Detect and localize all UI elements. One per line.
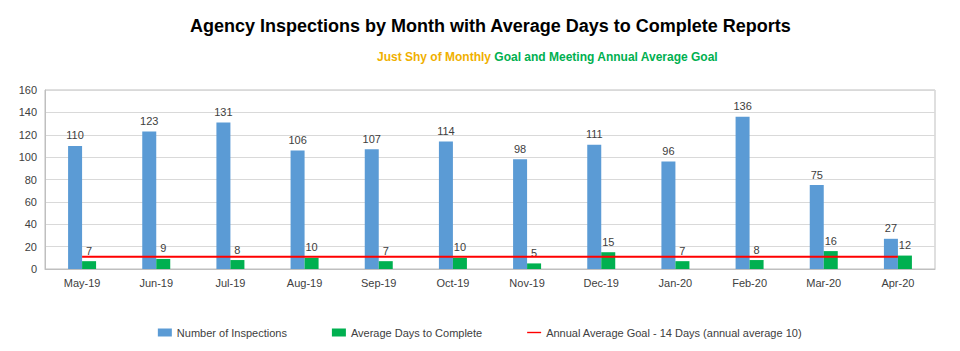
svg-text:107: 107: [363, 133, 381, 145]
svg-text:60: 60: [25, 196, 37, 208]
svg-text:111: 111: [586, 128, 603, 140]
svg-text:15: 15: [602, 236, 614, 248]
svg-text:Apr-20: Apr-20: [881, 277, 914, 289]
svg-text:136: 136: [733, 100, 751, 112]
svg-text:114: 114: [437, 125, 455, 137]
svg-text:Feb-20: Feb-20: [732, 277, 767, 289]
svg-text:Dec-19: Dec-19: [584, 277, 619, 289]
svg-text:40: 40: [25, 218, 37, 230]
svg-text:Jun-19: Jun-19: [139, 277, 173, 289]
svg-text:27: 27: [885, 222, 897, 234]
svg-text:Sep-19: Sep-19: [361, 277, 396, 289]
svg-text:Jan-20: Jan-20: [659, 277, 693, 289]
svg-text:8: 8: [234, 244, 240, 256]
svg-text:80: 80: [25, 174, 37, 186]
svg-text:0: 0: [31, 263, 37, 275]
svg-text:160: 160: [19, 84, 37, 96]
svg-text:123: 123: [140, 115, 158, 127]
svg-text:5: 5: [531, 246, 538, 259]
svg-text:7: 7: [679, 245, 685, 257]
svg-text:106: 106: [288, 134, 306, 146]
svg-text:Annual Average Goal - 14 Days: Annual Average Goal - 14 Days (annual av…: [546, 327, 801, 339]
svg-text:131: 131: [214, 106, 232, 118]
svg-text:Average Days to Complete: Average Days to Complete: [351, 327, 482, 339]
svg-text:140: 140: [19, 106, 37, 118]
svg-text:9: 9: [160, 242, 166, 254]
svg-text:100: 100: [19, 151, 37, 163]
svg-text:May-19: May-19: [64, 277, 101, 289]
svg-text:16: 16: [825, 235, 837, 247]
svg-text:Jul-19: Jul-19: [215, 277, 245, 289]
svg-text:98: 98: [514, 143, 526, 155]
svg-text:20: 20: [25, 241, 37, 253]
svg-text:Oct-19: Oct-19: [436, 277, 469, 289]
svg-text:Just Shy of Monthly: Just Shy of Monthly: [377, 50, 491, 64]
svg-text:96: 96: [662, 145, 674, 157]
svg-text:Nov-19: Nov-19: [509, 277, 544, 289]
svg-text:8: 8: [754, 244, 760, 256]
svg-text:7: 7: [86, 245, 92, 257]
svg-text:Number of Inspections: Number of Inspections: [177, 327, 288, 339]
svg-text:75: 75: [811, 169, 823, 181]
svg-text:10: 10: [454, 241, 466, 253]
svg-text:Agency Inspections by Month wi: Agency Inspections by Month with Average…: [190, 16, 791, 36]
svg-text:Goal and Meeting Annual Averag: Goal and Meeting Annual Average Goal: [494, 50, 717, 64]
svg-text:Aug-19: Aug-19: [287, 277, 322, 289]
svg-text:110: 110: [66, 129, 84, 141]
svg-text:12: 12: [899, 239, 911, 251]
svg-text:7: 7: [383, 245, 389, 257]
svg-text:Mar-20: Mar-20: [806, 277, 841, 289]
svg-text:10: 10: [305, 241, 317, 253]
svg-text:120: 120: [19, 129, 37, 141]
